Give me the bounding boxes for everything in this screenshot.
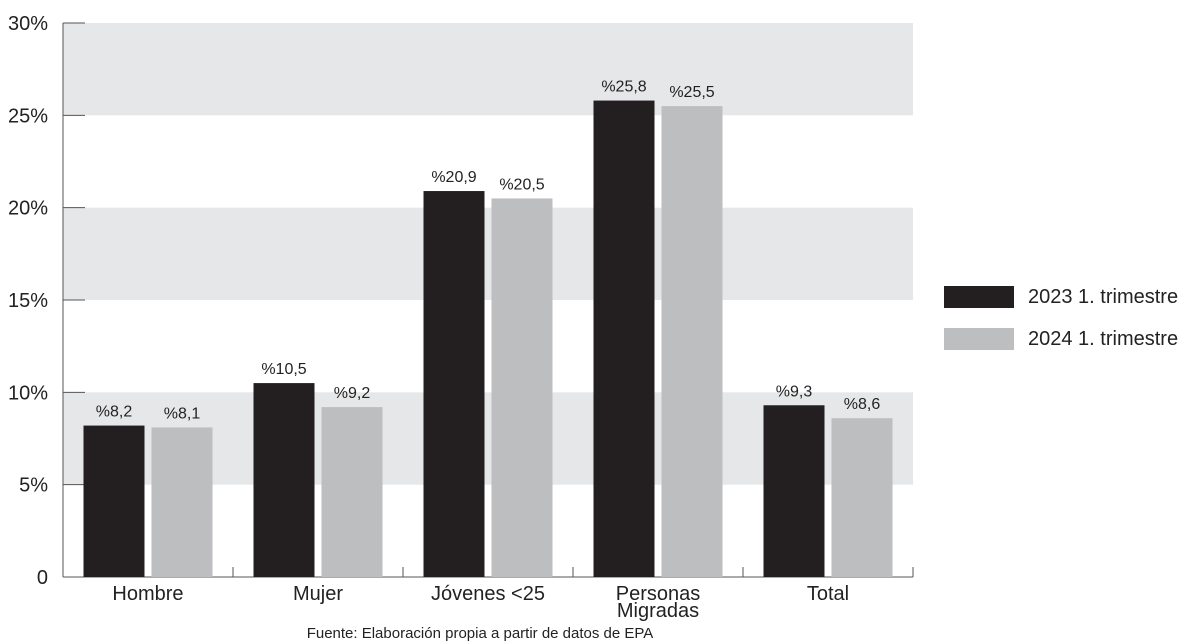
data-label: %10,5 bbox=[261, 361, 306, 378]
bar bbox=[83, 425, 145, 577]
bar bbox=[423, 191, 485, 577]
data-label: %25,8 bbox=[601, 79, 646, 96]
legend-label-2024: 2024 1. trimestre bbox=[1028, 327, 1179, 350]
category-label-line: Hombre bbox=[112, 583, 183, 605]
category-label-line: Migradas bbox=[617, 600, 699, 622]
category-label-line: Jóvenes <25 bbox=[431, 583, 545, 605]
legend-swatch-2023 bbox=[944, 286, 1014, 308]
data-label: %9,3 bbox=[776, 383, 813, 400]
bar bbox=[661, 106, 723, 577]
data-label: %8,1 bbox=[164, 405, 201, 422]
legend-swatch-2024 bbox=[944, 328, 1014, 350]
bar bbox=[491, 198, 553, 577]
bar bbox=[763, 405, 825, 577]
bar bbox=[321, 407, 383, 577]
y-tick-label: 15% bbox=[8, 290, 48, 312]
legend-item-2023: 2023 1. trimestre bbox=[944, 284, 1178, 310]
y-tick-label: 5% bbox=[19, 475, 48, 497]
data-label: %9,2 bbox=[334, 385, 371, 402]
y-tick-label: 20% bbox=[8, 198, 48, 220]
y-tick-label: 25% bbox=[8, 105, 48, 127]
legend: 2023 1. trimestre 2024 1. trimestre bbox=[944, 284, 1178, 368]
bar bbox=[593, 100, 655, 577]
data-label: %20,5 bbox=[499, 176, 544, 193]
bar bbox=[831, 418, 893, 577]
category-label-line: Personas bbox=[616, 583, 701, 605]
legend-item-2024: 2024 1. trimestre bbox=[944, 326, 1178, 352]
data-label: %20,9 bbox=[431, 169, 476, 186]
y-tick-label: 30% bbox=[8, 13, 48, 35]
y-tick-label: 10% bbox=[8, 382, 48, 404]
legend-label-2023: 2023 1. trimestre bbox=[1028, 285, 1179, 308]
category-label: Jóvenes <25 bbox=[431, 583, 545, 605]
data-label: %25,5 bbox=[669, 84, 714, 101]
category-label-line: Total bbox=[807, 583, 849, 605]
grid-band-5 bbox=[63, 23, 913, 116]
grid-band-3 bbox=[63, 207, 913, 300]
source-note: Fuente: Elaboración propia a partir de d… bbox=[306, 625, 654, 642]
data-label: %8,6 bbox=[844, 396, 881, 413]
category-label: Personas Migradas bbox=[616, 583, 701, 622]
y-tick-label: 0 bbox=[37, 567, 48, 589]
data-label: %8,2 bbox=[96, 404, 133, 421]
category-label-line: Mujer bbox=[293, 583, 343, 605]
bar bbox=[253, 383, 315, 577]
category-label: Hombre bbox=[112, 583, 183, 605]
category-label: Total bbox=[807, 583, 849, 605]
category-label: Mujer bbox=[293, 583, 343, 605]
bar bbox=[151, 427, 213, 577]
